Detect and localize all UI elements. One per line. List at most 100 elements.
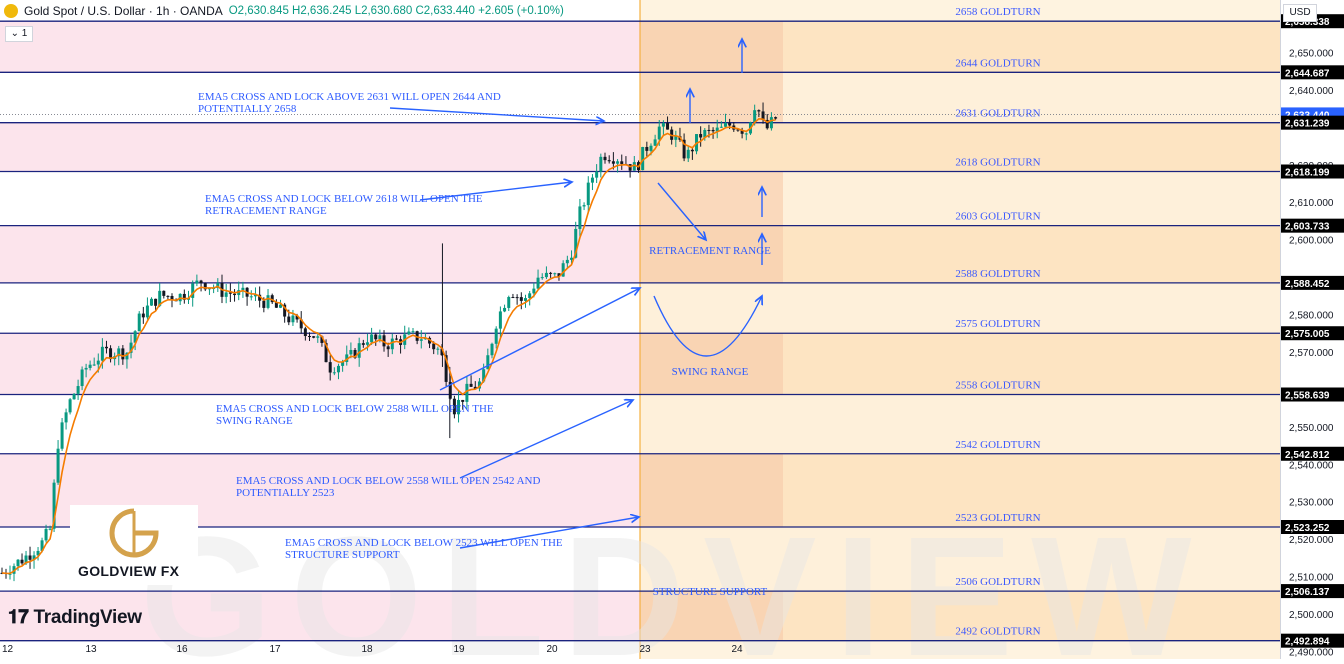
currency-button[interactable]: USD (1283, 4, 1317, 22)
band-bottom-right (640, 640, 1280, 659)
goldturn-label: 2523 GOLDTURN (955, 512, 1040, 524)
candle-body (582, 205, 586, 207)
candle-body (603, 156, 607, 161)
candle-body (477, 381, 481, 389)
candle-body (473, 386, 477, 389)
price-axis[interactable]: 2,650.0002,640.0002,620.0002,610.0002,60… (1280, 0, 1344, 659)
level-band (0, 225, 640, 283)
y-tick-label: 2,490.000 (1289, 648, 1334, 659)
candle-body (578, 206, 582, 229)
annotation-text: EMA5 CROSS AND LOCK BELOW 2523 WILL OPEN… (285, 537, 563, 561)
band-top (0, 0, 640, 22)
symbol-title[interactable]: Gold Spot / U.S. Dollar · 1h · OANDA (24, 4, 223, 18)
candle-body (341, 362, 345, 366)
level-band (0, 394, 640, 454)
candle-body (544, 272, 548, 278)
candle-body (357, 343, 361, 358)
candle-body (620, 161, 624, 164)
x-tick-label: 24 (731, 644, 743, 655)
tradingview-logo[interactable]: 𝟏𝟕 TradingView (8, 607, 142, 629)
candle-body (557, 273, 561, 277)
x-tick-label: 16 (176, 644, 188, 655)
candle-body (761, 111, 765, 120)
candle-body (645, 146, 649, 151)
annotation-text: EMA5 CROSS AND LOCK BELOW 2558 WILL OPEN… (236, 475, 541, 499)
price-tag-label: 2,644.687 (1285, 68, 1330, 79)
candle-body (599, 156, 603, 172)
candle-body (150, 298, 154, 306)
candle-body (48, 528, 52, 530)
price-chart[interactable]: GOLDVIEW FX 2658 GOLDTURN 2644 GOLDTURN 26… (0, 0, 1280, 659)
candle-body (549, 272, 553, 274)
chart-header[interactable]: Gold Spot / U.S. Dollar · 1h · OANDA O2,… (4, 4, 564, 18)
candle-body (386, 346, 390, 350)
annotation-line: EMA5 CROSS AND LOCK BELOW 2588 WILL OPEN… (216, 403, 494, 415)
y-tick-label: 2,510.000 (1289, 573, 1334, 584)
candle-body (365, 342, 369, 345)
candle-body (158, 290, 162, 306)
goldturn-label: 2618 GOLDTURN (955, 156, 1040, 168)
x-tick-label: 20 (546, 644, 558, 655)
candle-body (490, 343, 494, 356)
goldturn-label: 2542 GOLDTURN (955, 439, 1040, 451)
candle-body (407, 331, 411, 335)
collapse-toggle-button[interactable]: ⌄ 1 (5, 26, 33, 42)
candle-body (96, 360, 100, 365)
tradingview-icon: 𝟏𝟕 (8, 607, 34, 628)
candle-body (28, 555, 32, 560)
candle-body (274, 302, 278, 308)
candle-body (394, 338, 398, 340)
annotation-text: EMA5 CROSS AND LOCK BELOW 2588 WILL OPEN… (216, 403, 494, 427)
price-tag (1281, 326, 1344, 341)
price-tag-label: 2,558.639 (1285, 391, 1330, 402)
y-tick-label: 2,610.000 (1289, 198, 1334, 209)
candle-body (515, 297, 519, 299)
candle-body (682, 139, 686, 159)
candle-body (303, 328, 307, 337)
candle-body (349, 349, 353, 355)
level-band (0, 591, 640, 641)
candle-body (553, 273, 557, 275)
y-tick-label: 2,530.000 (1289, 498, 1334, 509)
candle-body (736, 129, 740, 131)
price-tag-label: 2,542.812 (1285, 450, 1330, 461)
candle-body (253, 294, 257, 297)
candle-body (324, 342, 328, 363)
level-band-right (640, 527, 1280, 592)
candle-body (507, 297, 511, 308)
candle-body (595, 171, 599, 178)
candle-body (287, 316, 291, 323)
candle-body (769, 117, 773, 129)
candle-body (728, 123, 732, 126)
candle-body (586, 182, 590, 206)
candle-body (570, 257, 574, 260)
candle-body (328, 362, 332, 373)
price-tag-label: 2,506.137 (1285, 587, 1330, 598)
candle-body (162, 290, 166, 296)
candle-body (711, 129, 715, 132)
candle-body (92, 364, 96, 366)
candle-body (699, 134, 703, 138)
annotation-line: RETRACEMENT RANGE (205, 205, 327, 217)
price-tag (1281, 387, 1344, 402)
ohlc-values: O2,630.845 H2,636.245 L2,630.680 C2,633.… (228, 5, 564, 17)
candle-body (378, 335, 382, 340)
candle-body (774, 117, 778, 119)
annotation-line: SWING RANGE (216, 415, 293, 427)
candle-body (60, 422, 64, 449)
candle-body (308, 336, 311, 338)
price-tag-label: 2,492.894 (1285, 637, 1330, 648)
candle-body (291, 315, 295, 323)
candle-body (16, 559, 20, 567)
price-tag-label: 2,618.199 (1285, 167, 1330, 178)
candle-body (740, 130, 744, 134)
candle-body (641, 146, 645, 171)
candle-body (523, 298, 527, 301)
x-tick-label: 17 (269, 644, 281, 655)
goldturn-label: 2492 GOLDTURN (955, 626, 1040, 638)
gold-coin-icon (4, 4, 18, 18)
price-tag (1281, 164, 1344, 179)
candle-body (141, 313, 145, 318)
goldturn-label: 2631 GOLDTURN (955, 108, 1040, 120)
band-top-right (640, 0, 1280, 22)
